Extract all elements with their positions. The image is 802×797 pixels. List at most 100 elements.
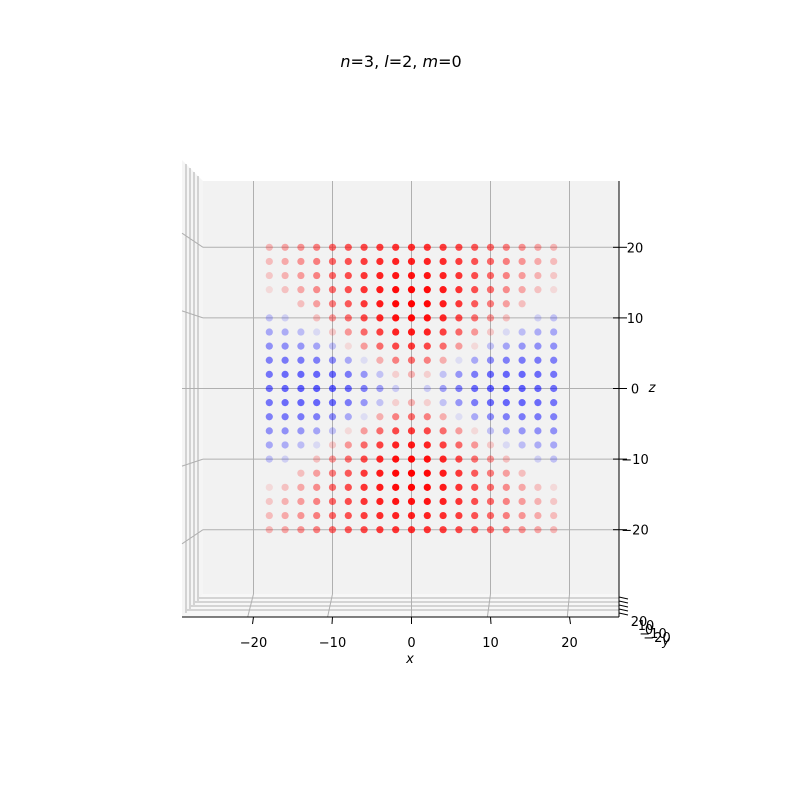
data-point (439, 243, 447, 251)
data-point (328, 328, 337, 336)
data-point (344, 441, 352, 449)
data-point (439, 384, 447, 393)
data-point (471, 455, 479, 463)
data-point (360, 413, 368, 421)
data-point (423, 271, 431, 280)
data-point (313, 469, 321, 477)
data-point (344, 300, 352, 308)
data-point (439, 497, 447, 506)
data-point (550, 455, 558, 463)
data-point (518, 413, 526, 421)
data-point (439, 455, 447, 463)
data-point (502, 370, 510, 378)
x-tick-mark (331, 616, 333, 625)
data-point (297, 526, 305, 534)
data-point (439, 511, 447, 520)
data-point (376, 271, 384, 280)
data-point (376, 427, 384, 435)
data-point (486, 384, 495, 393)
data-point (313, 271, 321, 280)
data-point (281, 271, 289, 280)
data-point (534, 271, 542, 280)
data-point (265, 483, 273, 491)
chart-title: n=3, l=2, m=0 (340, 52, 461, 71)
z-ticks: −20 −10 0 10 20 (613, 241, 649, 539)
data-point (550, 328, 558, 336)
data-point (471, 497, 479, 506)
data-point (407, 455, 416, 463)
data-point (534, 455, 542, 463)
data-point (313, 455, 321, 463)
data-point (518, 469, 526, 477)
data-point (407, 243, 416, 251)
data-point (360, 342, 368, 350)
data-point (265, 511, 273, 520)
data-point (518, 497, 526, 506)
data-point (534, 257, 542, 266)
data-point (550, 413, 558, 421)
data-point (502, 271, 510, 280)
data-point (423, 370, 431, 378)
data-point (281, 342, 289, 350)
data-point (281, 384, 289, 393)
data-point (297, 441, 305, 449)
data-point (344, 497, 352, 506)
data-point (534, 511, 542, 520)
data-point (376, 384, 384, 393)
data-point (360, 455, 368, 463)
data-point (550, 342, 558, 350)
data-point (423, 483, 431, 491)
data-point (550, 243, 558, 251)
data-point (439, 441, 447, 449)
data-point (265, 356, 273, 364)
data-point (486, 271, 495, 280)
data-point (471, 370, 479, 378)
data-point (439, 286, 447, 294)
data-point (534, 399, 542, 407)
data-point (407, 257, 416, 266)
data-point (486, 455, 495, 463)
data-point (360, 511, 368, 520)
data-point (486, 526, 495, 534)
data-point (455, 511, 463, 520)
data-point (423, 356, 431, 364)
z-tick-label: −20 (621, 524, 648, 539)
data-point (423, 526, 431, 534)
data-point (407, 328, 416, 336)
data-point (455, 314, 463, 322)
data-point (297, 483, 305, 491)
data-point (439, 469, 447, 477)
data-point (328, 469, 337, 477)
data-point (423, 497, 431, 506)
data-point (376, 399, 384, 407)
data-point (423, 511, 431, 520)
data-point (376, 243, 384, 251)
data-point (265, 497, 273, 506)
data-point (423, 469, 431, 477)
data-point (471, 399, 479, 407)
data-point (392, 455, 400, 463)
data-point (534, 286, 542, 294)
data-point (392, 441, 400, 449)
data-point (534, 483, 542, 491)
data-point (471, 441, 479, 449)
data-point (407, 370, 416, 378)
data-point (471, 328, 479, 336)
data-point (344, 257, 352, 266)
data-point (455, 441, 463, 449)
x-tick-mark (569, 616, 571, 625)
data-point (486, 427, 495, 435)
data-point (502, 413, 510, 421)
data-point (313, 356, 321, 364)
data-point (360, 399, 368, 407)
data-point (360, 271, 368, 280)
data-point (360, 243, 368, 251)
y-tick-mark (618, 600, 629, 604)
data-point (407, 427, 416, 435)
data-point (376, 328, 384, 336)
data-point (518, 384, 526, 393)
title-n-symbol: n (340, 52, 350, 71)
data-point (423, 328, 431, 336)
z-tick-label: 10 (627, 312, 644, 327)
